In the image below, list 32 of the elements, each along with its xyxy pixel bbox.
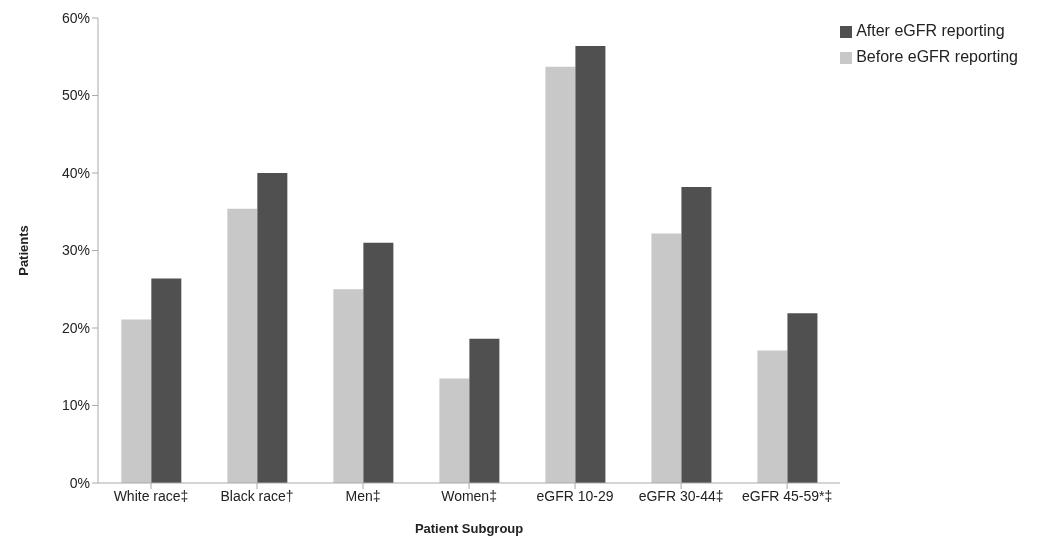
bar	[787, 313, 818, 483]
x-tick-label: Black race†	[220, 487, 294, 504]
bar	[363, 242, 394, 483]
bar	[575, 45, 606, 483]
x-tick-label: eGFR 45-59*‡	[741, 487, 833, 504]
bar	[545, 66, 576, 483]
y-tick-label: 0%	[69, 474, 90, 491]
bar	[651, 233, 682, 483]
bar	[121, 319, 152, 483]
y-tick-label: 40%	[61, 164, 90, 181]
y-tick-label: 30%	[61, 242, 90, 259]
bar	[227, 208, 258, 483]
bar	[151, 278, 182, 483]
x-tick-label: eGFR 30-44‡	[638, 487, 724, 504]
bar	[257, 173, 288, 483]
legend-label: After eGFR reporting	[856, 22, 1005, 39]
y-tick-label: 10%	[61, 397, 90, 414]
x-axis-title: Patient Subgroup	[414, 521, 524, 536]
bar	[681, 186, 712, 483]
bar	[469, 338, 500, 483]
bar	[333, 289, 364, 483]
y-tick-label: 60%	[61, 9, 90, 26]
bar	[757, 350, 788, 483]
x-tick-label: White race‡	[113, 487, 189, 504]
legend-label: Before eGFR reporting	[856, 48, 1018, 65]
x-tick-label: eGFR 10-29	[536, 487, 614, 504]
x-tick-label: Men‡	[345, 487, 381, 504]
y-tick-label: 50%	[61, 87, 90, 104]
x-tick-label: Women‡	[441, 487, 497, 504]
y-tick-label: 20%	[61, 319, 90, 336]
y-axis-title: Patients	[15, 225, 31, 276]
bar	[439, 378, 470, 483]
